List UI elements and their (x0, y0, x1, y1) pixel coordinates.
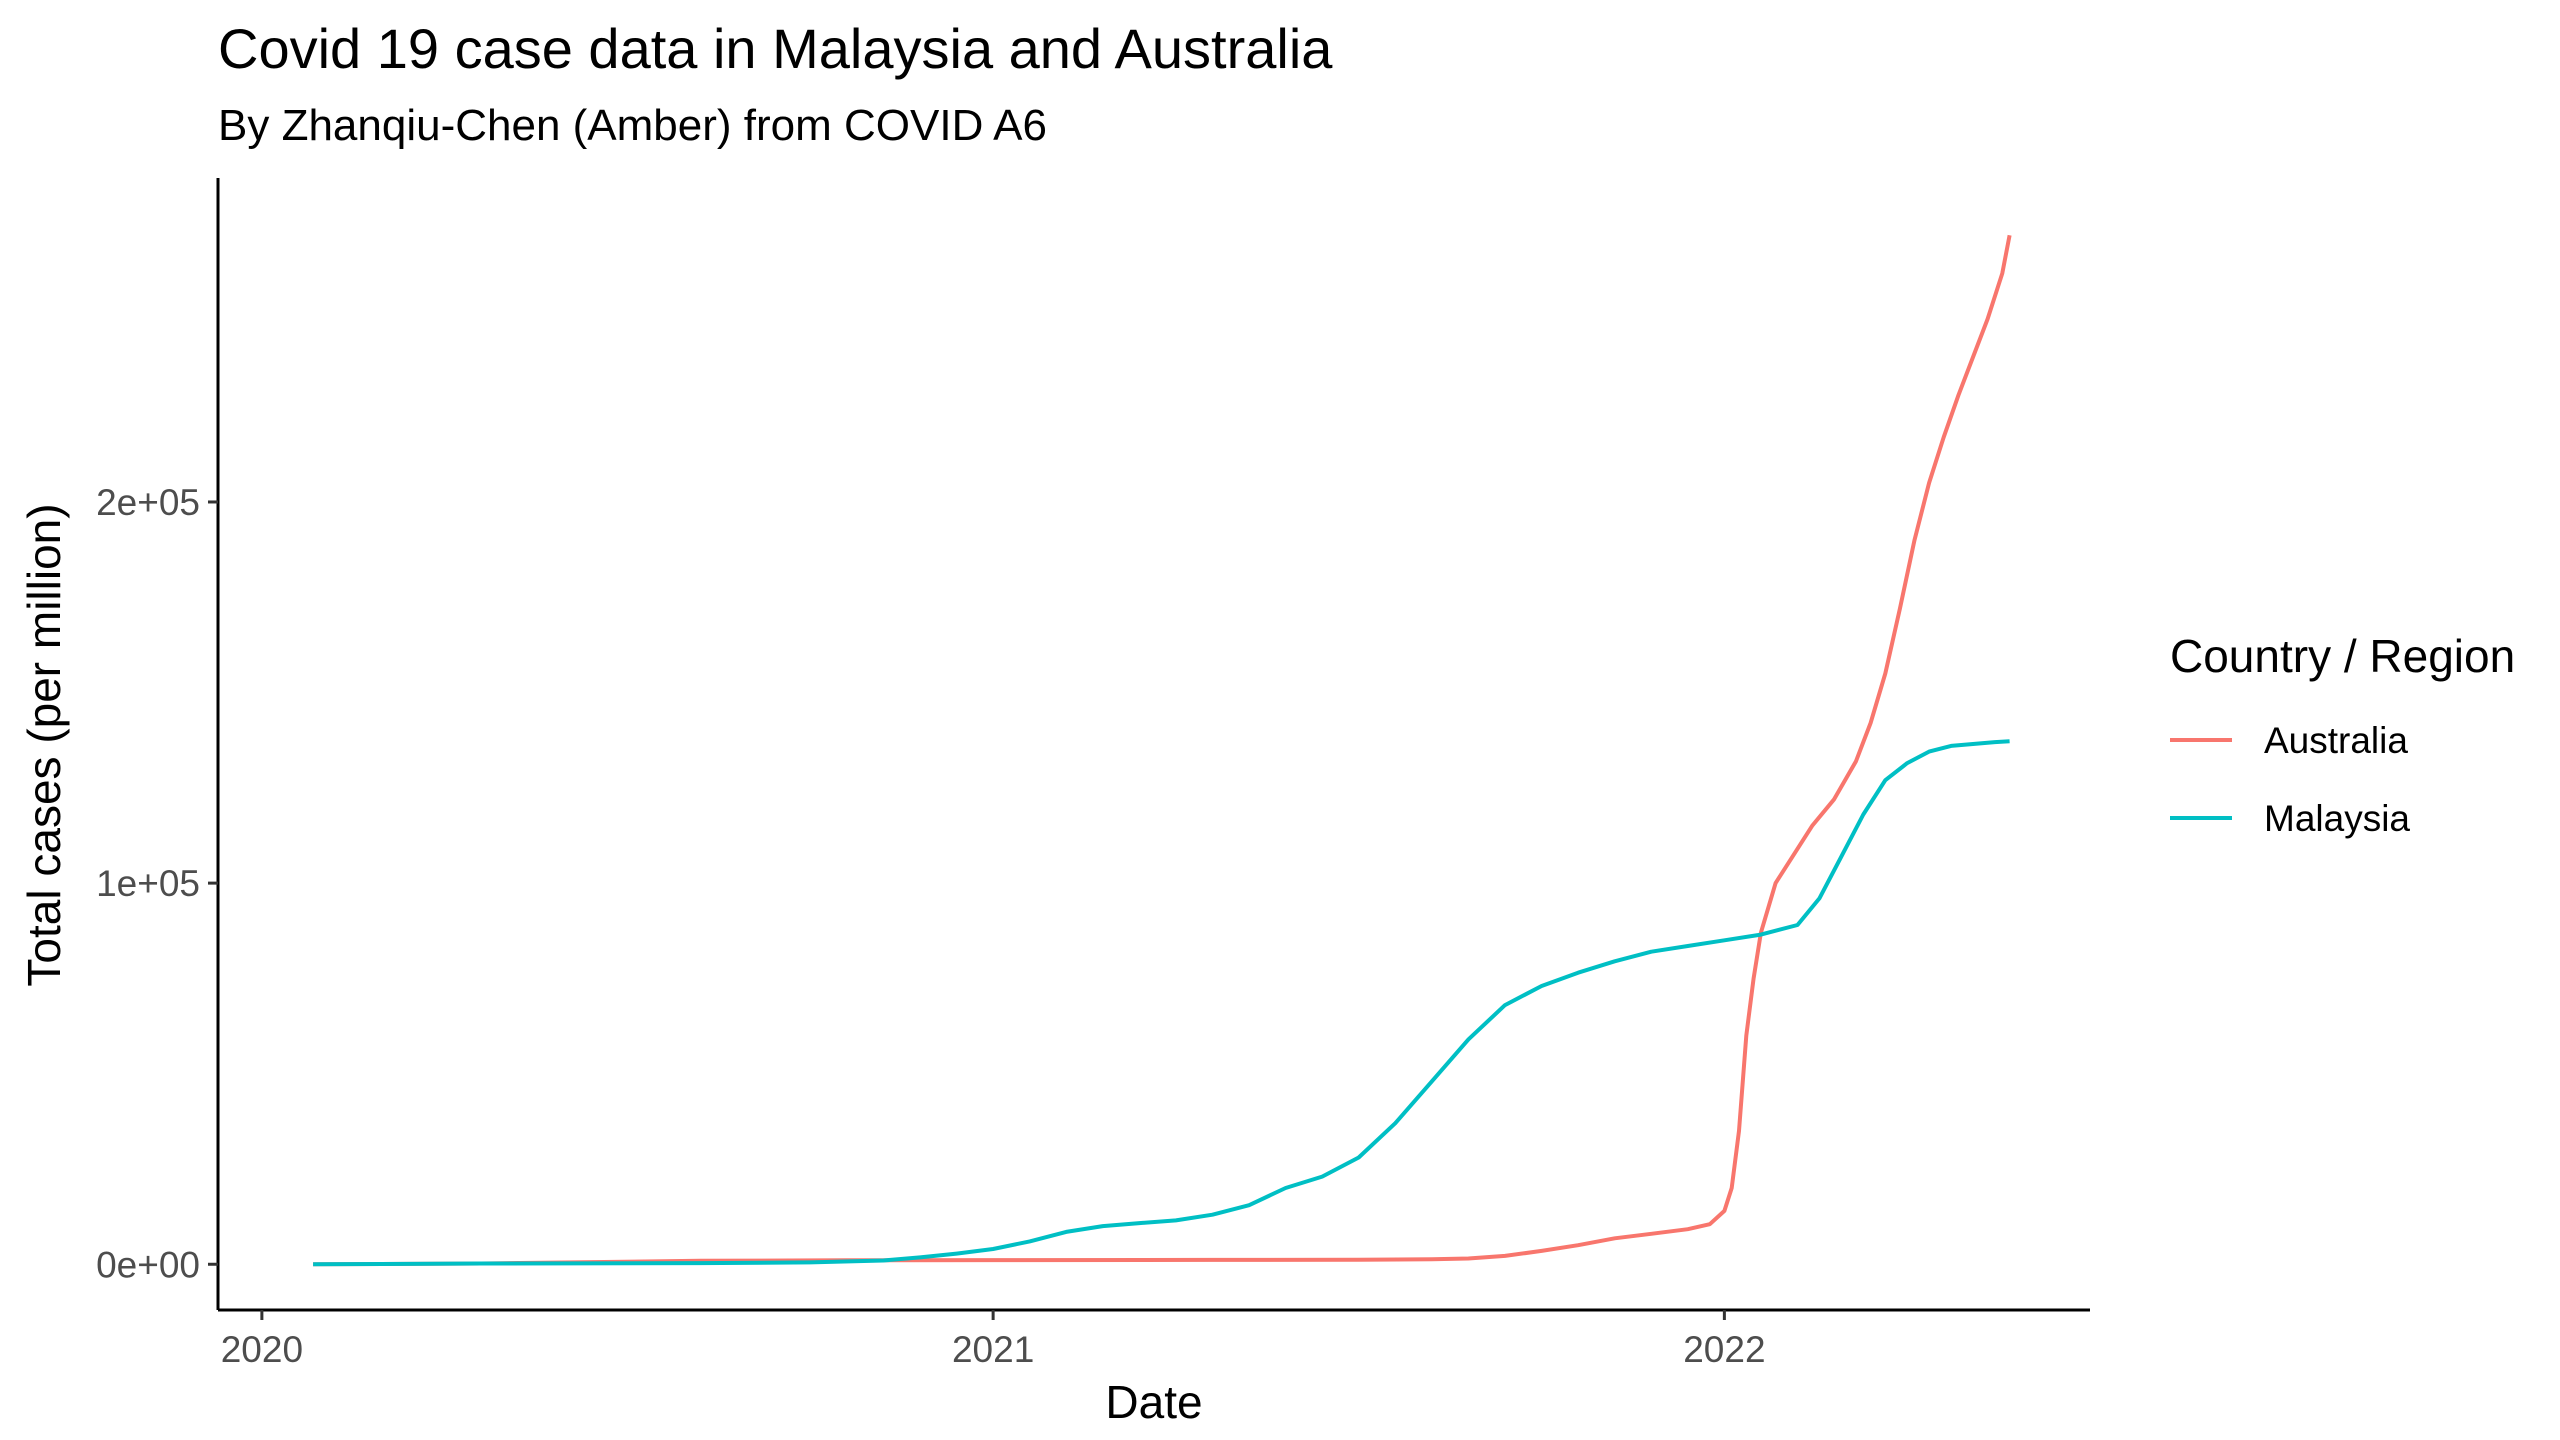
legend: Country / Region Australia Malaysia (2170, 630, 2515, 839)
x-axis-ticks: 2020 2021 2022 (221, 1310, 1766, 1370)
y-tick-label: 2e+05 (96, 482, 200, 523)
legend-label-malaysia: Malaysia (2264, 798, 2410, 839)
x-tick-label: 2022 (1683, 1329, 1765, 1370)
legend-title: Country / Region (2170, 630, 2515, 682)
series-line-malaysia (313, 739, 2010, 1267)
y-axis-title: Total cases (per million) (18, 503, 70, 986)
x-tick-label: 2021 (952, 1329, 1034, 1370)
chart-title: Covid 19 case data in Malaysia and Austr… (218, 17, 1333, 80)
y-tick-label: 1e+05 (96, 863, 200, 904)
y-tick-label: 0e+00 (96, 1244, 200, 1285)
series-line-australia (313, 234, 2012, 1267)
x-tick-label: 2020 (221, 1329, 303, 1370)
y-axis-ticks: 0e+00 1e+05 2e+05 (96, 482, 218, 1285)
legend-label-australia: Australia (2264, 720, 2408, 761)
x-axis-title: Date (1105, 1376, 1202, 1428)
series-layer (313, 234, 2012, 1267)
chart-subtitle: By Zhanqiu-Chen (Amber) from COVID A6 (218, 101, 1047, 150)
